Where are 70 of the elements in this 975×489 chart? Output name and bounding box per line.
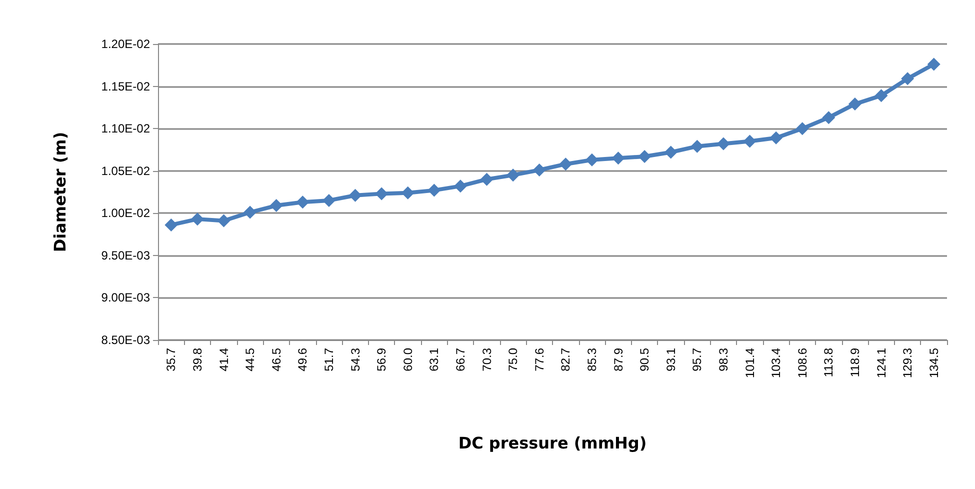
x-tick-label: 118.9: [848, 348, 862, 378]
x-tick-label: 98.3: [716, 348, 730, 372]
x-tick-label: 35.7: [164, 348, 178, 372]
y-tick-label: 1.15E-02: [101, 79, 150, 94]
point: [401, 186, 414, 200]
point: [585, 153, 598, 166]
x-tick-label: 51.7: [322, 348, 336, 372]
x-tick-label: 103.4: [769, 348, 784, 378]
point: [322, 194, 336, 207]
x-tick-label: 95.7: [690, 348, 704, 372]
y-tick-label: 9.00E-03: [101, 290, 150, 305]
x-tick-label: 87.9: [611, 348, 626, 372]
y-tick-label: 1.10E-02: [101, 122, 150, 136]
x-tick-label: 134.5: [926, 348, 941, 378]
point: [559, 158, 572, 171]
y-axis-title: Diameter (m): [50, 132, 70, 252]
x-tick-label: 56.9: [374, 348, 389, 372]
point: [296, 196, 310, 209]
x-tick-label: 49.6: [296, 348, 310, 372]
point: [770, 131, 783, 144]
point: [927, 58, 940, 71]
x-tick-label: 113.8: [822, 348, 836, 378]
point: [454, 180, 467, 193]
y-tick-label: 8.50E-03: [101, 333, 150, 347]
point: [664, 146, 678, 159]
x-tick-label: 77.6: [532, 348, 546, 372]
point: [874, 89, 888, 102]
x-tick-label: 39.8: [190, 348, 204, 372]
x-tick-label: 129.3: [900, 348, 915, 378]
point: [244, 206, 257, 219]
x-tick-label: 82.7: [558, 348, 573, 372]
x-tick-label: 54.3: [348, 348, 362, 372]
x-tick-label: 60.0: [400, 348, 415, 372]
point: [822, 111, 836, 124]
x-tick-label: 44.5: [243, 348, 258, 372]
point: [796, 122, 809, 136]
point: [506, 168, 520, 182]
y-tick-label: 9.50E-03: [101, 248, 150, 262]
y-tick-label: 1.05E-02: [101, 164, 150, 178]
point: [848, 98, 862, 111]
point: [190, 212, 204, 226]
x-tick-label: 85.3: [584, 348, 599, 372]
point: [428, 184, 441, 197]
x-tick-label: 90.5: [638, 348, 652, 372]
point: [612, 152, 625, 165]
x-tick-label: 46.5: [269, 348, 284, 372]
point: [164, 218, 178, 232]
point: [638, 150, 652, 163]
point: [690, 140, 704, 153]
point: [532, 164, 546, 177]
point: [743, 134, 756, 148]
x-tick-label: 101.4: [742, 348, 757, 378]
x-tick-label: 108.6: [795, 348, 810, 378]
point: [348, 188, 362, 202]
y-tick-label: 1.20E-02: [101, 37, 150, 51]
x-tick-label: 93.1: [664, 348, 678, 372]
x-tick-label: 75.0: [506, 348, 520, 372]
point: [716, 137, 730, 150]
x-tick-label: 63.1: [427, 348, 442, 372]
point: [375, 187, 388, 200]
x-tick-label: 124.1: [874, 348, 888, 378]
point: [270, 199, 283, 212]
point: [480, 172, 494, 186]
x-tick-label: 41.4: [216, 348, 231, 372]
x-tick-label: 70.3: [480, 348, 494, 372]
point: [901, 72, 914, 86]
point: [217, 214, 230, 228]
x-axis-title: DC pressure (mmHg): [458, 434, 647, 452]
x-tick-label: 66.7: [453, 348, 468, 372]
y-tick-label: 1.00E-02: [101, 206, 150, 220]
